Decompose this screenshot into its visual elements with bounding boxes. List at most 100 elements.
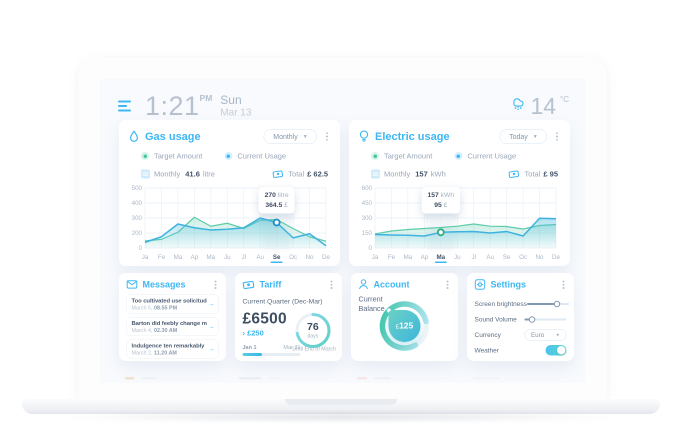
gas-period-dropdown[interactable]: Monthly ▼ [263,129,318,144]
dashboard-header: 1:21PM Sun Mar 13 14 °C [118,91,569,121]
target-amount-dot [141,152,149,160]
laptop-shadow [50,412,632,422]
gas-info-row: Monthly 41.6 litre Total £ 62.5 [141,168,330,180]
account-more-menu[interactable] [445,279,451,291]
time-meridiem: PM [199,93,213,104]
weather-toggle[interactable] [545,345,567,356]
gas-chart-tooltip: 270 litre 364.5 £ [258,187,295,214]
svg-text:300: 300 [132,215,143,222]
svg-text:Fe: Fe [158,254,166,261]
svg-text:Oc: Oc [519,254,527,261]
clock: 1:21PM [145,91,212,122]
svg-text:Oc: Oc [289,254,297,261]
tariff-title: Tariff [259,279,282,290]
gas-chart: 500 400 300 200 0 Ja Fe Ma Ap Ma Ju Jl Au Se Oc No De 27… [129,185,330,263]
svg-text:Ma: Ma [174,254,183,261]
svg-text:No: No [306,254,314,261]
tariff-delta: › £250 [242,328,264,338]
svg-text:Se: Se [273,254,281,261]
svg-text:450: 450 [362,200,373,207]
svg-text:Fe: Fe [388,254,396,261]
message-item[interactable]: Too cultivated use solicitude March 5, 0… [126,294,219,314]
target-amount-dot [371,152,379,160]
gas-more-menu[interactable] [324,130,330,142]
arrow-right-icon[interactable]: → [208,300,215,308]
arrow-right-icon[interactable]: → [208,322,215,331]
svg-text:Jl: Jl [241,254,245,261]
range-start: Jan 1 [242,344,257,351]
gas-drop-icon [129,130,139,142]
tariff-amount: £6500 [242,309,287,327]
messages-more-menu[interactable] [213,279,219,291]
electric-info-row: Monthly 157 kWh Total £ 95 [371,168,560,180]
calendar-icon [141,169,150,179]
weather-widget: 14 °C [509,95,569,118]
laptop-base [22,399,660,414]
tariff-subtitle: Current Quarter (Dec-Mar) [242,297,323,305]
quarter-progress-bar [242,352,301,356]
svg-text:Jl: Jl [471,254,475,261]
temperature-value: 14 [530,93,557,119]
arrow-right-icon[interactable]: → [208,345,215,353]
account-panel: Account Current Balance [351,273,458,361]
electric-usage-panel: Electric usage Today ▼ Target Amount [349,120,570,266]
svg-text:Ma: Ma [404,254,413,261]
envelope-icon [126,280,138,289]
electric-period-dropdown[interactable]: Today ▼ [499,129,548,144]
message-item[interactable]: Barton did feebly change man March 4, 02… [126,316,219,336]
dashboard-display: 1:21PM Sun Mar 13 14 °C [100,79,585,383]
svg-text:Ap: Ap [191,254,199,261]
electric-panel-title: Electric usage [375,130,450,143]
electric-chart-tooltip: 157 kWh 95 £ [421,187,461,214]
svg-text:Ju: Ju [454,254,461,261]
range-end: Mar 31 [283,344,301,351]
balance-gauge: £125 [377,298,433,354]
svg-text:Au: Au [256,254,264,261]
svg-text:Ju: Ju [224,254,231,261]
tariff-icon [242,281,255,290]
gas-panel-title: Gas usage [145,130,201,143]
messages-panel: Messages Too cultivated use solicitude M… [119,273,226,361]
svg-text:0: 0 [139,245,143,252]
money-icon [508,170,520,178]
laptop-screen: 1:21PM Sun Mar 13 14 °C [78,57,607,400]
tariff-panel: Tariff Current Quarter (Dec-Mar) £6500 ›… [235,273,342,361]
svg-text:No: No [536,254,544,261]
svg-text:200: 200 [132,230,143,237]
svg-text:400: 400 [132,200,143,207]
balance-bubble: £125 [388,309,421,342]
svg-text:Ja: Ja [372,254,379,261]
days-remaining: 76 [307,321,319,333]
temperature-unit: °C [560,95,569,105]
messages-title: Messages [142,279,186,290]
svg-text:150: 150 [362,230,373,237]
menu-icon[interactable] [118,100,131,112]
settings-more-menu[interactable] [561,279,567,291]
currency-dropdown[interactable]: Euro ▼ [524,328,567,341]
tariff-note: Until End of March [292,346,336,352]
gas-legend: Target Amount Current Usage [141,150,330,162]
gas-usage-panel: Gas usage Monthly ▼ Target Amount [119,120,340,266]
day-name: Sun [220,93,242,107]
balance-label: Current Balance [358,295,385,314]
svg-text:Ma: Ma [437,254,446,261]
snow-cloud-icon [513,98,524,111]
account-title: Account [373,279,410,290]
current-usage-dot [454,152,463,160]
svg-text:Ap: Ap [421,254,429,261]
time-value: 1:21 [145,91,200,121]
electric-more-menu[interactable] [554,130,560,142]
message-item[interactable]: Indulgence ten remarkably March 2, 11.20… [126,339,219,359]
svg-text:600: 600 [362,185,373,192]
day-date: Mar 13 [220,107,252,119]
volume-slider[interactable] [524,316,567,323]
brightness-slider[interactable] [526,300,569,308]
calendar-icon [371,169,380,179]
electric-chart: 600 450 300 150 0 Ja Fe Ma Ap Ma Ju Jl Au Se Oc No De 15… [359,185,560,263]
usage-row: Gas usage Monthly ▼ Target Amount [119,120,570,266]
svg-text:Se: Se [503,254,511,261]
money-icon [272,170,283,178]
tariff-more-menu[interactable] [329,279,335,291]
cutoff-row [119,373,574,383]
